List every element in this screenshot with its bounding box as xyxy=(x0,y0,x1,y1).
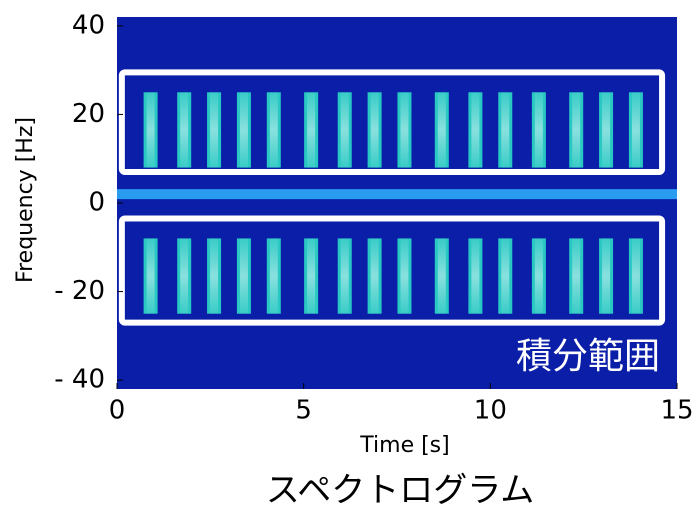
burst-core xyxy=(146,238,155,314)
x-tick-label: 15 xyxy=(660,396,693,426)
burst-core xyxy=(631,92,640,168)
burst-core xyxy=(534,238,543,314)
spectrogram-background xyxy=(117,17,677,389)
y-axis-label: Frequency [Hz] xyxy=(13,117,38,283)
burst-core xyxy=(534,92,543,168)
burst-core xyxy=(340,92,349,168)
burst-core xyxy=(210,92,219,168)
y-tick-label: 0 xyxy=(88,188,105,218)
burst-core xyxy=(501,238,510,314)
burst-core xyxy=(602,238,611,314)
burst-core xyxy=(239,238,248,314)
burst-core xyxy=(602,92,611,168)
x-axis-label: Time [s] xyxy=(359,433,449,458)
burst-core xyxy=(572,92,581,168)
dc-line xyxy=(117,189,677,200)
integration-region xyxy=(118,69,666,175)
y-tick-label: 40 xyxy=(72,10,105,40)
burst-core xyxy=(210,238,219,314)
integration-region xyxy=(118,215,666,326)
burst-core xyxy=(269,92,278,168)
burst-core xyxy=(501,92,510,168)
burst-core xyxy=(437,238,446,314)
burst-core xyxy=(370,238,379,314)
burst-core xyxy=(180,92,189,168)
y-tick-label: 20 xyxy=(72,99,105,129)
caption: スペクトログラム xyxy=(266,471,535,511)
burst-core xyxy=(269,238,278,314)
x-tick-label: 10 xyxy=(474,396,507,426)
plot-area xyxy=(117,17,677,389)
burst-core xyxy=(631,238,640,314)
burst-core xyxy=(471,238,480,314)
burst-core xyxy=(572,238,581,314)
burst-core xyxy=(307,238,316,314)
burst-core xyxy=(400,92,409,168)
burst-core xyxy=(239,92,248,168)
y-tick-label: - 20 xyxy=(54,276,105,306)
burst-core xyxy=(370,92,379,168)
burst-core xyxy=(146,92,155,168)
region-label: 積分範囲 xyxy=(516,336,660,377)
y-tick-label: - 40 xyxy=(54,365,105,395)
x-tick-label: 0 xyxy=(109,396,126,426)
burst-core xyxy=(180,238,189,314)
burst-core xyxy=(471,92,480,168)
burst-core xyxy=(340,238,349,314)
burst-core xyxy=(437,92,446,168)
burst-core xyxy=(307,92,316,168)
burst-core xyxy=(400,238,409,314)
x-tick-label: 5 xyxy=(295,396,312,426)
